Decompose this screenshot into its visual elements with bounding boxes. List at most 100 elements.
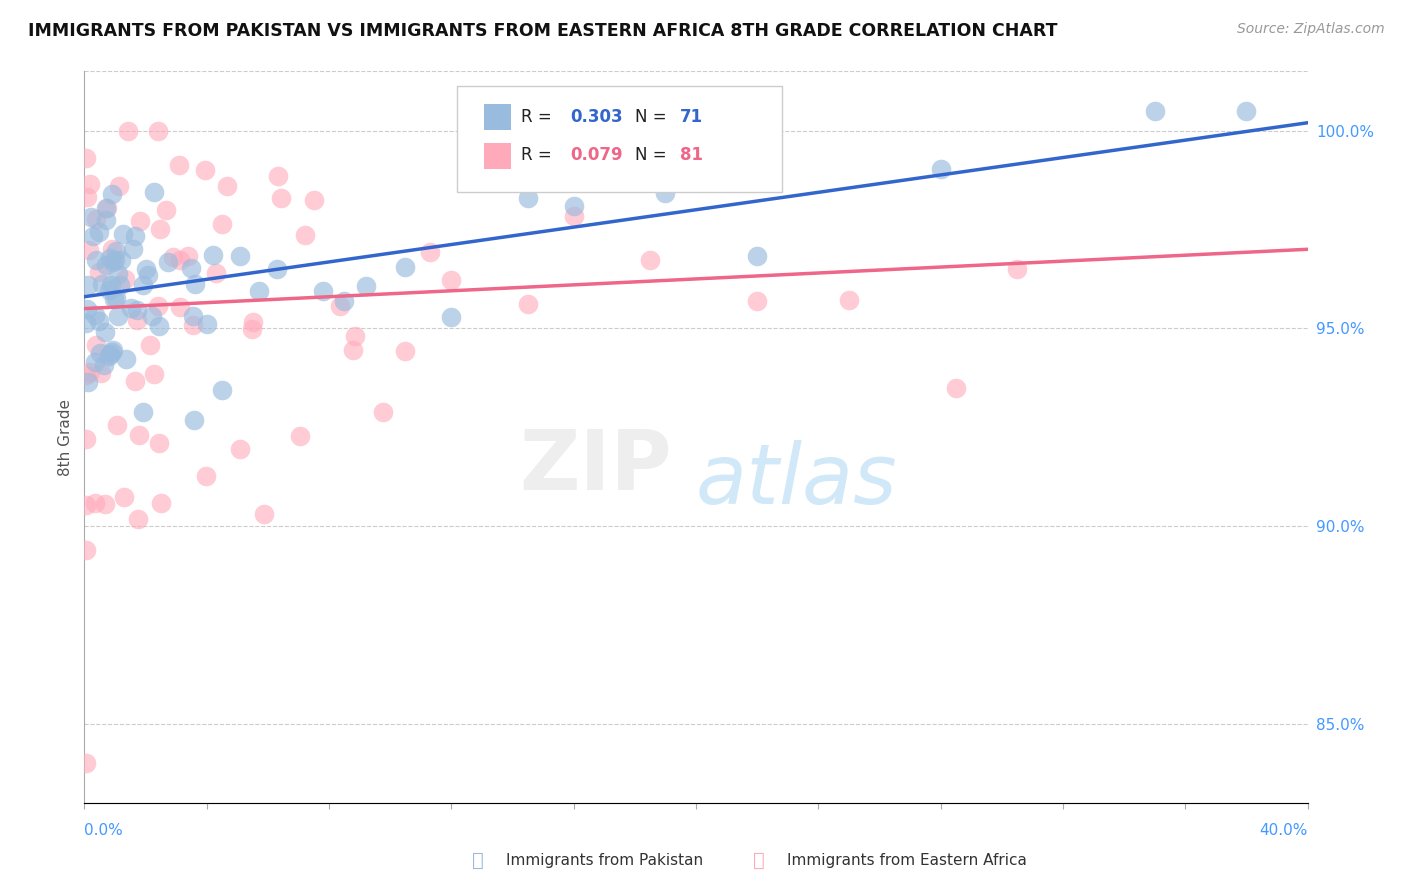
Point — [90, 277, 112, 291]
Point — [242, 315, 264, 329]
Point — [747, 294, 769, 309]
Text: 71: 71 — [681, 108, 703, 126]
Point — [394, 260, 416, 274]
Point — [1143, 103, 1166, 118]
Point — [112, 227, 135, 242]
Point — [177, 249, 200, 263]
Point — [105, 417, 128, 432]
Point — [149, 222, 172, 236]
Point — [194, 163, 217, 178]
Point — [440, 310, 463, 325]
Point — [77, 278, 100, 293]
Text: R =: R = — [522, 146, 557, 164]
Point — [201, 247, 224, 261]
Point — [98, 347, 121, 361]
Point — [101, 343, 124, 357]
Text: 40.0%: 40.0% — [1260, 822, 1308, 838]
Point — [120, 301, 142, 316]
Point — [148, 435, 170, 450]
Text: R =: R = — [522, 108, 557, 126]
Point — [181, 310, 204, 324]
Text: N =: N = — [636, 108, 672, 126]
Point — [155, 202, 177, 217]
Point — [342, 343, 364, 357]
Point — [94, 325, 117, 339]
Bar — [484, 104, 512, 130]
Point — [142, 186, 165, 200]
Point — [82, 229, 104, 244]
Point — [75, 756, 97, 771]
Point — [127, 512, 149, 526]
Point — [132, 278, 155, 293]
Point — [654, 186, 676, 200]
Point — [354, 278, 377, 293]
Point — [110, 252, 132, 267]
Point — [1236, 103, 1258, 118]
Point — [108, 277, 131, 292]
Point — [128, 428, 150, 442]
Point — [838, 293, 860, 307]
Point — [371, 405, 394, 419]
Point — [77, 243, 100, 257]
Point — [79, 178, 101, 192]
Point — [89, 314, 111, 328]
Point — [183, 277, 205, 291]
Point — [75, 151, 97, 165]
Point — [135, 261, 157, 276]
Point — [100, 243, 122, 257]
Y-axis label: 8th Grade: 8th Grade — [58, 399, 73, 475]
Point — [94, 213, 117, 227]
Point — [94, 258, 117, 272]
FancyBboxPatch shape — [457, 86, 782, 192]
Point — [747, 249, 769, 263]
Point — [75, 433, 97, 447]
Point — [124, 374, 146, 388]
Point — [84, 355, 107, 369]
Point — [105, 291, 128, 305]
Point — [141, 309, 163, 323]
Point — [86, 253, 108, 268]
Point — [107, 267, 129, 281]
Point — [148, 123, 170, 137]
Point — [107, 309, 129, 323]
Point — [329, 299, 352, 313]
Point — [112, 490, 135, 504]
Point — [183, 413, 205, 427]
Point — [136, 268, 159, 282]
Point — [344, 328, 367, 343]
Point — [290, 429, 312, 443]
Point — [122, 242, 145, 256]
Point — [89, 265, 111, 279]
Point — [125, 303, 148, 318]
Text: Immigrants from Pakistan: Immigrants from Pakistan — [506, 854, 703, 868]
Point — [167, 158, 190, 172]
Point — [101, 187, 124, 202]
Point — [516, 297, 538, 311]
Point — [138, 338, 160, 352]
Point — [89, 345, 111, 359]
Point — [1005, 261, 1028, 276]
Point — [75, 498, 97, 512]
Point — [419, 244, 441, 259]
Point — [929, 162, 952, 177]
Text: 0.0%: 0.0% — [84, 822, 124, 838]
Point — [115, 351, 138, 366]
Point — [516, 191, 538, 205]
Point — [562, 209, 585, 223]
Point — [148, 318, 170, 333]
Point — [180, 260, 202, 275]
Point — [76, 190, 98, 204]
Point — [194, 469, 217, 483]
Point — [97, 349, 120, 363]
Point — [156, 255, 179, 269]
Point — [75, 316, 97, 330]
Point — [270, 191, 292, 205]
Point — [83, 496, 105, 510]
Point — [211, 217, 233, 231]
Point — [124, 229, 146, 244]
Text: 0.079: 0.079 — [569, 146, 623, 164]
Point — [945, 381, 967, 395]
Point — [104, 253, 127, 268]
Text: Immigrants from Eastern Africa: Immigrants from Eastern Africa — [787, 854, 1028, 868]
Point — [96, 201, 118, 215]
